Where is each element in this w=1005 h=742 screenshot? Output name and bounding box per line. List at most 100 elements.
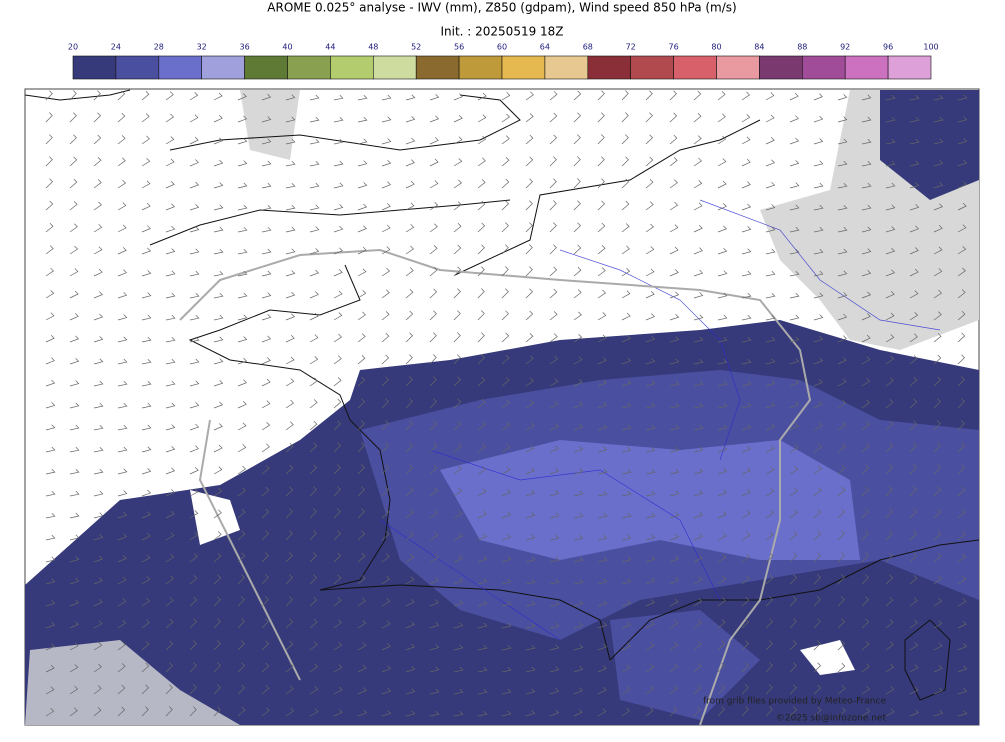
wind-barb <box>861 508 869 519</box>
wind-barb <box>477 398 486 409</box>
wind-barb <box>477 688 488 695</box>
wind-barb <box>69 245 79 255</box>
wind-barb <box>45 402 56 409</box>
wind-barb <box>837 574 845 585</box>
wind-barb <box>813 662 822 673</box>
wind-barb <box>501 444 511 453</box>
wind-barb <box>909 552 918 563</box>
wind-barb <box>813 640 821 651</box>
wind-barb <box>141 158 151 167</box>
wind-barb <box>933 597 943 607</box>
wind-barb <box>717 402 728 409</box>
wind-barb <box>885 530 893 541</box>
wind-barb <box>309 248 320 255</box>
wind-barb <box>645 642 655 651</box>
wind-barb <box>429 666 440 673</box>
wind-barb <box>933 575 942 585</box>
wind-barb <box>669 402 680 409</box>
wind-barb <box>237 204 248 211</box>
wind-barb <box>453 688 464 695</box>
wind-barb <box>837 138 848 145</box>
wind-barb <box>285 596 293 607</box>
wind-barb <box>717 247 728 255</box>
wind-barb <box>69 313 79 321</box>
wind-barb <box>165 336 176 343</box>
wind-barb <box>261 596 269 607</box>
wind-barb <box>381 94 392 101</box>
wind-barb <box>861 618 870 629</box>
wind-barb <box>933 709 944 717</box>
wind-barb <box>213 115 223 123</box>
wind-barb <box>309 160 320 167</box>
wind-barb <box>357 420 365 431</box>
wind-barb <box>309 182 320 189</box>
wind-barb <box>717 575 727 585</box>
wind-barb <box>597 156 605 167</box>
wind-barb <box>645 156 654 167</box>
wind-barb <box>813 530 822 541</box>
wind-barb <box>885 663 895 673</box>
iwv-area <box>610 610 760 720</box>
wind-barb <box>309 508 317 519</box>
wind-barb <box>189 488 199 497</box>
wind-barb <box>213 662 221 673</box>
wind-barb <box>453 555 463 563</box>
wind-barb <box>501 288 509 299</box>
wind-barb <box>309 226 320 233</box>
wind-barb <box>669 224 679 233</box>
wind-barb <box>69 664 79 673</box>
wind-barb <box>357 530 366 541</box>
wind-barb <box>285 204 296 211</box>
wind-barb <box>117 202 127 211</box>
wind-barb <box>789 684 797 695</box>
wind-barb <box>813 552 821 563</box>
wind-barb <box>429 509 438 519</box>
wind-barb <box>957 245 967 255</box>
contours <box>179 248 812 725</box>
wind-barb <box>813 314 824 321</box>
wind-barb <box>261 335 272 343</box>
wind-barb <box>573 378 583 387</box>
wind-barb <box>237 314 248 321</box>
wind-barb <box>213 336 224 343</box>
wind-barb <box>285 313 296 321</box>
tick-label: 60 <box>497 43 507 52</box>
wind-barb <box>645 358 656 365</box>
wind-barb <box>909 94 920 101</box>
wind-barb <box>837 248 848 255</box>
wind-barb <box>765 270 776 277</box>
wind-barb <box>885 574 894 585</box>
wind-barb <box>381 332 390 343</box>
wind-barb <box>357 709 368 717</box>
wind-barb <box>453 310 461 321</box>
wind-barb <box>933 530 942 541</box>
wind-barb <box>789 379 800 387</box>
wind-barb <box>933 311 942 321</box>
wind-barb <box>597 600 608 607</box>
wind-barb <box>789 182 800 189</box>
wind-barb <box>549 288 558 299</box>
wind-barb <box>597 334 607 343</box>
wind-barb <box>189 226 200 233</box>
wind-barb <box>69 402 80 409</box>
wind-barb <box>597 490 608 497</box>
wind-barb <box>261 662 270 673</box>
wind-barb <box>189 662 197 673</box>
wind-barb <box>861 596 869 607</box>
wind-barb <box>597 222 606 233</box>
wind-barb <box>621 468 632 475</box>
wind-barb <box>645 556 656 563</box>
wind-barb <box>861 356 871 365</box>
wind-barb <box>525 244 533 255</box>
wind-barb <box>957 398 965 409</box>
wind-barb <box>525 534 536 541</box>
wind-barb <box>645 246 655 255</box>
wind-barb <box>549 578 560 585</box>
wind-barb <box>789 618 797 629</box>
wind-barb <box>693 224 703 233</box>
wind-barb <box>381 311 390 321</box>
wind-barb <box>93 358 104 365</box>
cloud-area <box>240 90 300 160</box>
wind-barb <box>621 643 631 651</box>
wind-barb <box>309 399 318 409</box>
